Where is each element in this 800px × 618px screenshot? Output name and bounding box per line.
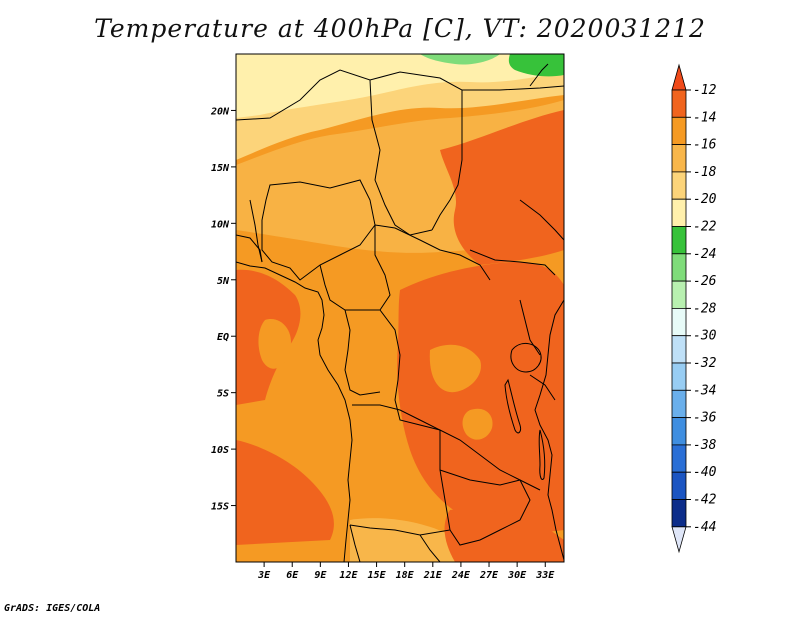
field-north-lightgreen [420,54,500,65]
colorbar-swatch [671,280,687,309]
colorbar-label: -42 [693,493,717,508]
field-north-green [508,54,564,77]
colorbar-swatch [671,253,687,282]
border-sudan [462,85,564,91]
field-mid-patch-2 [462,408,493,440]
colorbar-swatch [671,471,687,500]
lon-tick-label: 27E [479,570,499,581]
colorbar-swatch [671,171,687,200]
lat-tick-label: 10N [211,219,230,230]
colorbar-label: -18 [693,165,717,180]
latitude-axis: 20N 15N 10N 5N EQ 5S 10S 15S [210,106,236,513]
colorbar-label: -40 [693,465,717,480]
coastline [236,261,353,562]
plot-frame [235,53,565,563]
lon-tick-label: 30E [507,570,527,581]
colorbar-label: -20 [693,192,717,207]
colorbar-label: -34 [693,383,716,398]
footer-credit: GrADS: IGES/COLA [4,603,101,614]
lon-tick-label: 12E [339,570,358,581]
colorbar-swatch [671,335,687,364]
border-tanzania [529,374,556,401]
field-mid-patch-3 [258,319,291,369]
colorbar: -12 -14 -16 -18 -20 -22 -24 -26 -28 -30 -32 -34 -36 -… [671,63,717,554]
colorbar-label: -32 [693,356,717,371]
colorbar-swatch [671,307,687,337]
colorbar-swatch [671,417,687,446]
lat-tick-label: 15S [211,502,229,513]
field-north-pale [236,54,564,118]
lat-tick-label: 10S [211,445,229,456]
colorbar-swatch [671,444,687,473]
colorbar-label: -44 [693,520,716,535]
lon-tick-label: 24E [451,570,471,581]
colorbar-swatch [671,362,687,391]
colorbar-swatch [671,144,687,173]
colorbar-label: -36 [693,411,717,426]
border-nigeria [261,179,376,281]
colorbar-label: -24 [693,247,716,262]
lon-tick-label: 9E [314,570,327,581]
border-congo-2 [344,309,381,396]
country-borders [236,63,564,562]
field-warm-south [236,440,334,545]
colorbar-swatch [671,89,687,118]
border-namibia [349,524,361,562]
colorbar-swatch [671,226,687,255]
temperature-field [236,54,564,562]
plot-title: Temperature at 400hPa [C], VT: 202003121… [94,14,706,43]
lat-tick-label: 20N [210,106,230,117]
lon-tick-label: 3E [257,570,271,581]
lat-tick-label: 5S [217,389,229,400]
lat-tick-label: 15N [211,163,230,174]
lat-tick-label: 5N [217,276,230,287]
field-warm-south-2 [444,508,564,562]
field-warm-northeast [440,110,564,265]
lon-tick-label: 6E [286,570,299,581]
colorbar-swatch [671,389,687,418]
colorbar-label: -16 [693,138,717,153]
colorbar-label: -26 [693,274,717,289]
colorbar-top-arrow [671,63,687,91]
border-botswana [419,534,441,562]
colorbar-label: -30 [693,329,717,344]
colorbar-bottom-arrow [671,526,687,554]
border-car [374,224,491,281]
field-mid-patch-1 [429,344,481,393]
colorbar-label: -38 [693,438,717,453]
lat-tick-label: EQ [217,332,229,343]
lon-tick-label: 33E [535,570,555,581]
border-north-2 [431,108,463,231]
lake-victoria [510,343,542,373]
border-angola [349,404,451,536]
red-sea-coast [529,63,549,87]
coast-east [534,299,564,561]
border-ethiopia [519,199,564,241]
border-north-1 [236,69,463,121]
colorbar-label: -14 [693,110,716,125]
border-chad [369,79,433,236]
border-uganda-kenya [519,299,541,356]
border-ghana [249,199,263,263]
colorbar-label: -22 [693,220,717,235]
colorbar-swatch [671,499,687,528]
lake-tanganyika [504,378,521,434]
colorbar-swatch [671,116,687,146]
lake-malawi [538,429,546,480]
border-congo-drc [379,309,541,491]
colorbar-swatch [671,198,687,227]
lon-tick-label: 18E [396,570,415,581]
border-zambia [439,469,531,546]
field-warm-central [397,261,564,532]
lon-tick-label: 15E [368,570,387,581]
colorbar-label: -12 [693,83,717,98]
lon-tick-label: 21E [423,570,443,581]
border-south-sudan [469,249,556,276]
colorbar-label: -28 [693,301,717,316]
longitude-axis: 3E 6E 9E 12E 15E 18E 21E 24E 27E 30E 33E [257,562,555,581]
